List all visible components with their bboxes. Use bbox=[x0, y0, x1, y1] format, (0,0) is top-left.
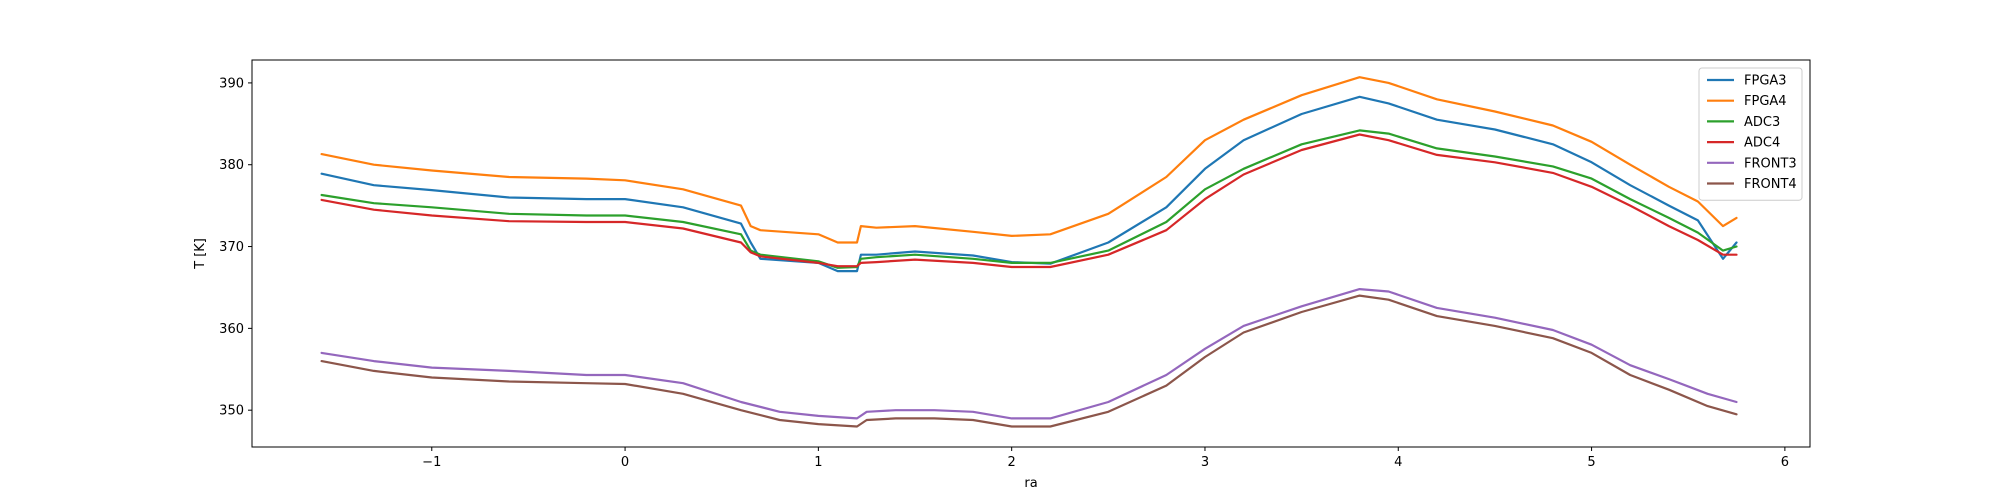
x-tick-label: 3 bbox=[1201, 455, 1209, 470]
x-tick-label: 6 bbox=[1781, 455, 1789, 470]
x-axis-label: ra bbox=[1024, 476, 1037, 491]
x-tick-label: 4 bbox=[1394, 455, 1402, 470]
legend-label: FRONT4 bbox=[1744, 177, 1797, 192]
legend-label: ADC4 bbox=[1744, 136, 1780, 151]
x-tick-label: 1 bbox=[814, 455, 822, 470]
series-line-fpga3 bbox=[320, 95, 1738, 273]
x-tick-label: 2 bbox=[1008, 455, 1016, 470]
plot-lines bbox=[320, 76, 1738, 428]
series-line-front4 bbox=[320, 294, 1738, 428]
y-tick-label: 380 bbox=[219, 158, 244, 173]
x-tick-label: −1 bbox=[422, 455, 441, 470]
legend-label: FPGA3 bbox=[1744, 74, 1787, 89]
plot-frame bbox=[251, 59, 1811, 448]
y-tick-label: 360 bbox=[219, 322, 244, 337]
series-line-adc3 bbox=[320, 129, 1738, 269]
y-axis-label: T [K] bbox=[193, 238, 208, 270]
series-line-adc4 bbox=[320, 133, 1738, 269]
legend-label: FPGA4 bbox=[1744, 94, 1787, 109]
series-line-front3 bbox=[320, 288, 1738, 420]
y-tick-label: 350 bbox=[219, 404, 244, 419]
legend-label: ADC3 bbox=[1744, 115, 1780, 130]
y-tick-label: 390 bbox=[219, 76, 244, 91]
y-axis: 350 360 370 380 390 bbox=[219, 76, 252, 419]
series-line-fpga4 bbox=[320, 76, 1738, 244]
legend-label: FRONT3 bbox=[1744, 156, 1797, 171]
x-tick-label: 5 bbox=[1587, 455, 1595, 470]
y-tick-label: 370 bbox=[219, 240, 244, 255]
legend: FPGA3 FPGA4 ADC3 ADC4 FRONT3 FRONT4 bbox=[1698, 67, 1803, 201]
x-tick-label: 0 bbox=[621, 455, 629, 470]
x-axis: −1 0 1 2 3 4 5 6 bbox=[422, 447, 1789, 470]
